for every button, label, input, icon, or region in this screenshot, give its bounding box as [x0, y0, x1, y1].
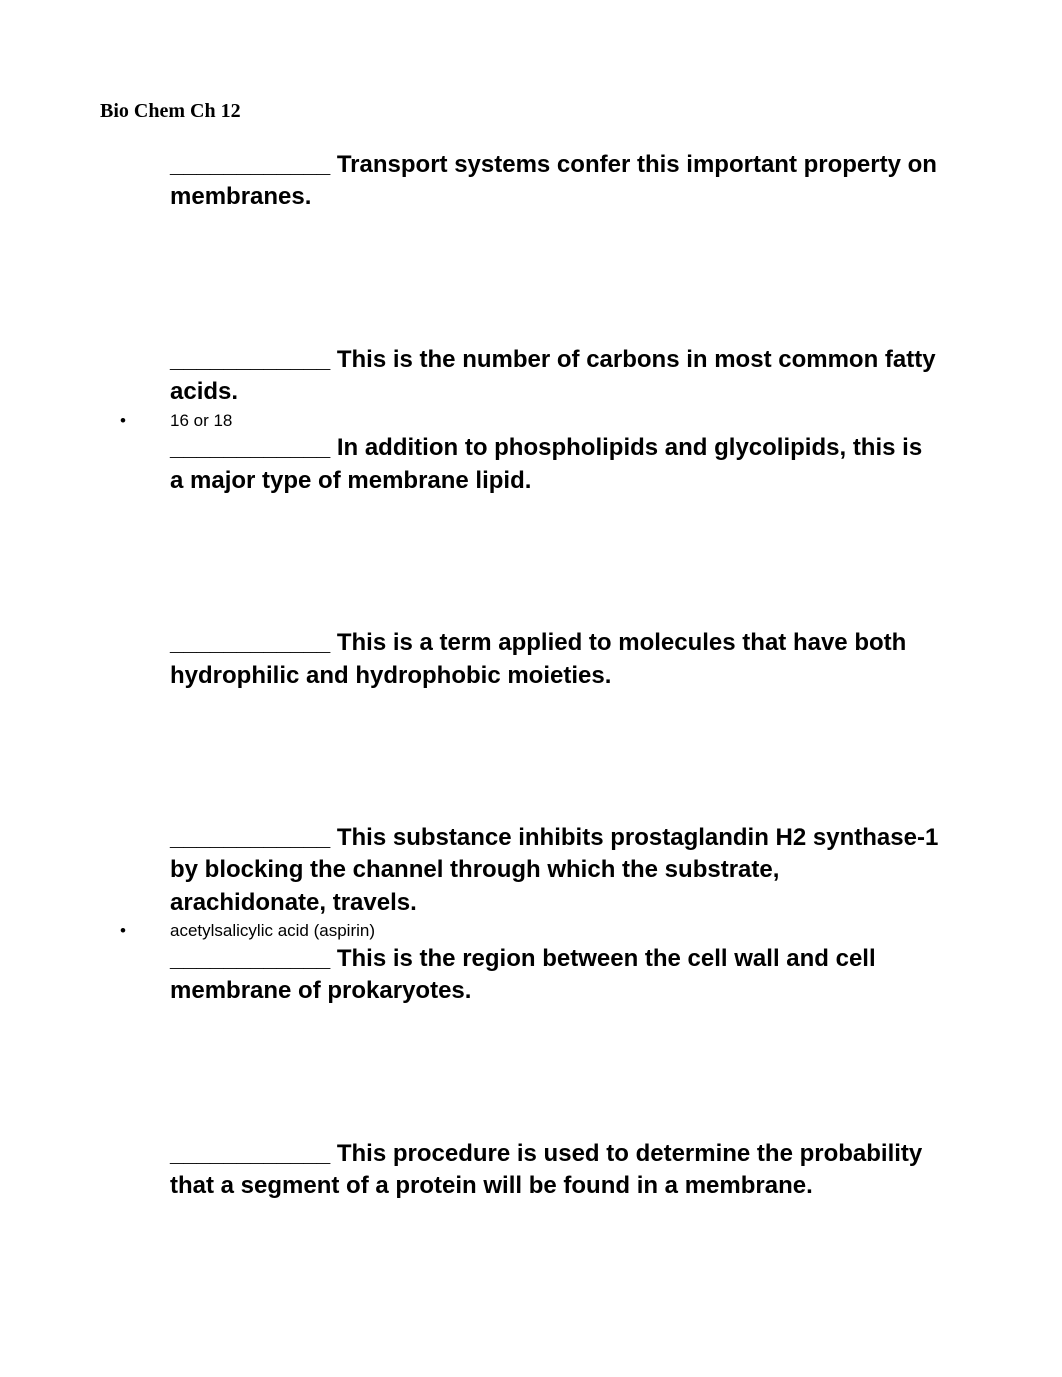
blank-4: ____________: [170, 629, 330, 656]
answer-2-text: 16 or 18: [170, 409, 232, 433]
bullet-5: •: [100, 919, 170, 943]
spacer-1: [100, 214, 962, 344]
question-1: ____________ Transport systems confer th…: [170, 149, 942, 214]
bullet-2: •: [100, 409, 170, 433]
spacer-6: [100, 1008, 962, 1138]
spacer-3: [100, 497, 962, 627]
question-6: ____________ This is the region between …: [170, 943, 942, 1008]
spacer-4: [100, 692, 962, 822]
blank-6: ____________: [170, 945, 330, 972]
answer-5-text: acetylsalicylic acid (aspirin): [170, 919, 375, 943]
blank-3: ____________: [170, 434, 330, 461]
document-title: Bio Chem Ch 12: [100, 100, 962, 123]
question-7: ____________ This procedure is used to d…: [170, 1138, 942, 1203]
question-3: ____________ In addition to phospholipid…: [170, 432, 942, 497]
blank-1: ____________: [170, 151, 330, 178]
blank-7: ____________: [170, 1140, 330, 1167]
blank-5: ____________: [170, 824, 330, 851]
blank-2: ____________: [170, 346, 330, 373]
question-2: ____________ This is the number of carbo…: [170, 344, 942, 409]
question-4: ____________ This is a term applied to m…: [170, 627, 942, 692]
answer-2-row: • 16 or 18: [100, 409, 962, 433]
answer-5-row: • acetylsalicylic acid (aspirin): [100, 919, 962, 943]
question-5: ____________ This substance inhibits pro…: [170, 822, 942, 919]
